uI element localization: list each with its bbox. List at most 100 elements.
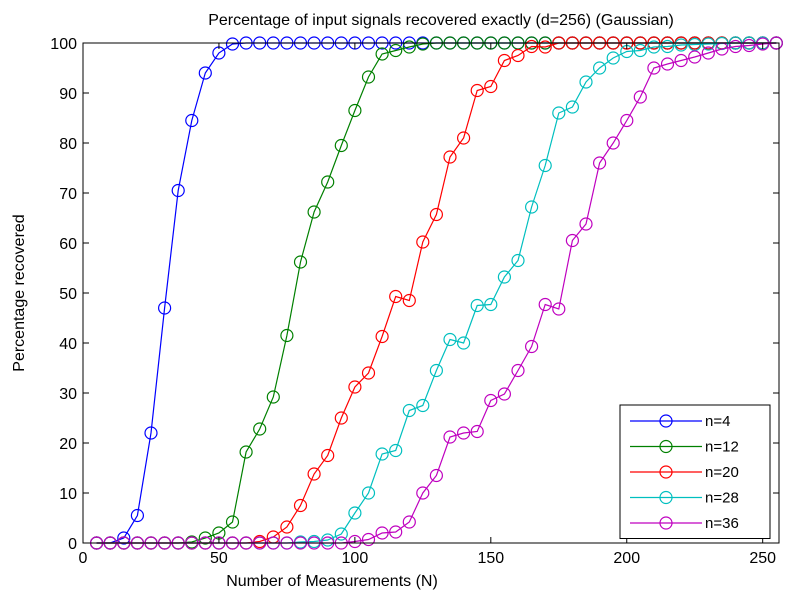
data-point — [416, 486, 430, 500]
data-point — [579, 75, 593, 89]
data-point — [375, 47, 389, 61]
data-point — [538, 40, 552, 54]
data-point — [511, 363, 525, 378]
chart-title: Percentage of input signals recovered ex… — [208, 12, 674, 29]
data-point — [375, 329, 389, 344]
data-point — [130, 508, 144, 523]
data-point — [538, 297, 552, 312]
data-point — [606, 136, 620, 150]
data-point — [592, 156, 607, 170]
data-point — [416, 398, 430, 413]
data-point — [524, 339, 539, 354]
data-point — [334, 138, 348, 153]
data-point — [266, 390, 280, 404]
legend-marker — [659, 516, 673, 530]
data-point — [117, 531, 131, 545]
data-point — [307, 205, 321, 219]
legend-item-n=28: n=28 — [630, 490, 739, 507]
data-point — [497, 270, 511, 284]
data-point — [484, 393, 498, 408]
data-point — [606, 51, 620, 65]
data-point — [429, 468, 443, 483]
data-point — [293, 255, 308, 269]
legend-marker — [659, 439, 673, 454]
legend-item-n=4: n=4 — [630, 413, 730, 430]
data-point — [185, 113, 199, 128]
data-point — [524, 200, 539, 214]
data-point — [361, 366, 376, 380]
y-tick-label: 30 — [59, 386, 77, 403]
data-point — [552, 302, 566, 316]
legend-marker — [659, 465, 673, 479]
data-point — [443, 332, 457, 347]
data-point — [592, 61, 607, 75]
data-point — [633, 43, 647, 58]
data-point — [321, 533, 335, 547]
data-point — [293, 498, 308, 513]
data-point — [524, 39, 539, 54]
data-point — [334, 527, 348, 541]
y-tick-label: 0 — [68, 536, 77, 553]
legend-label: n=20 — [705, 464, 739, 481]
data-point — [429, 207, 443, 222]
data-point — [565, 100, 580, 114]
legend-item-n=12: n=12 — [630, 439, 739, 456]
y-tick-label: 10 — [59, 486, 77, 503]
y-tick-label: 70 — [59, 186, 77, 203]
data-point — [756, 37, 770, 51]
data-point — [565, 233, 580, 248]
data-point — [552, 106, 566, 120]
data-point — [511, 253, 525, 268]
axes-layer: 0 50 100 150 200 250 0 10 20 30 40 50 60 70 80 90 100 — [50, 36, 780, 567]
data-point — [429, 363, 443, 378]
data-point — [361, 532, 376, 547]
data-point — [497, 387, 511, 401]
data-point — [688, 50, 702, 64]
legend-label: n=4 — [705, 413, 730, 430]
data-point — [348, 534, 362, 549]
y-axis-label: Percentage recovered — [11, 214, 28, 371]
data-point — [225, 37, 240, 51]
x-tick-label: 100 — [342, 550, 369, 567]
data-point — [321, 175, 335, 189]
y-tick-label: 50 — [59, 286, 77, 303]
data-point — [389, 43, 403, 58]
legend-marker — [659, 490, 673, 505]
data-point — [389, 289, 403, 304]
data-point — [457, 131, 471, 145]
data-point — [470, 424, 484, 439]
data-point — [416, 235, 430, 249]
x-tick-label: 150 — [477, 550, 504, 567]
y-tick-label: 80 — [59, 136, 77, 153]
data-point — [443, 150, 457, 164]
data-point — [389, 525, 403, 539]
data-point — [171, 183, 185, 198]
data-point — [701, 37, 715, 51]
data-point — [375, 447, 389, 461]
data-point — [443, 430, 457, 444]
y-tick-label: 40 — [59, 336, 77, 353]
data-point — [484, 79, 498, 94]
data-point — [470, 83, 484, 98]
legend: n=4 n=12 n=20 n=28 n=36 — [619, 404, 771, 539]
legend-label: n=28 — [705, 490, 739, 507]
data-point — [674, 38, 688, 52]
x-tick-label: 200 — [613, 550, 640, 567]
data-point — [674, 53, 688, 68]
data-point — [497, 53, 511, 68]
y-tick-label: 100 — [50, 36, 77, 53]
data-point — [321, 448, 335, 463]
data-point — [334, 411, 348, 425]
data-point — [660, 57, 675, 71]
data-point — [511, 48, 525, 63]
data-point — [633, 90, 647, 104]
data-point — [457, 426, 471, 440]
data-point — [158, 301, 172, 315]
data-point — [538, 158, 552, 173]
data-point — [402, 403, 416, 418]
x-tick-label: 50 — [210, 550, 228, 567]
x-tick-label: 250 — [749, 550, 776, 567]
x-tick-label: 0 — [79, 550, 88, 567]
data-point — [361, 486, 376, 500]
